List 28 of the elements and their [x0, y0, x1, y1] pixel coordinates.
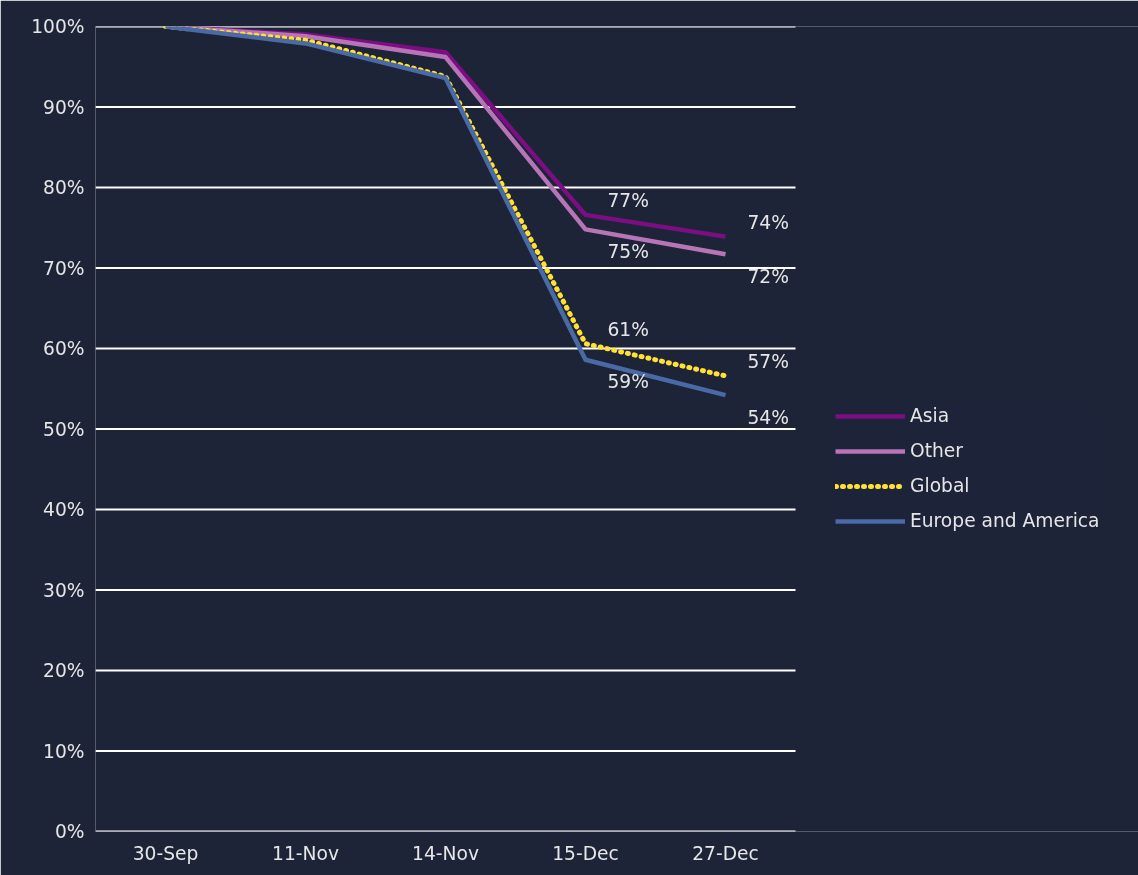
x-tick-label: 14-Nov	[412, 842, 479, 864]
x-tick-label: 30-Sep	[132, 842, 199, 864]
data-label: 72%	[747, 265, 789, 287]
y-tick-label: 10%	[43, 740, 85, 762]
y-tick-label: 70%	[43, 257, 85, 279]
x-tick-label: 11-Nov	[272, 842, 339, 864]
legend-label: Europe and America	[910, 510, 1100, 531]
x-tick-label: 15-Dec	[552, 842, 619, 864]
y-tick-label: 100%	[31, 16, 85, 37]
legend-label: Global	[910, 475, 970, 496]
data-label: 77%	[607, 189, 649, 211]
data-label: 57%	[747, 350, 789, 372]
y-tick-label: 40%	[43, 499, 85, 520]
legend-label: Asia	[910, 405, 950, 426]
y-tick-label: 60%	[43, 338, 85, 359]
legend-label: Other	[910, 440, 963, 461]
y-tick-label: 30%	[43, 579, 85, 601]
data-label: 54%	[747, 406, 789, 428]
y-tick-label: 20%	[43, 660, 85, 681]
y-tick-label: 90%	[43, 96, 85, 118]
x-tick-label: 27-Dec	[692, 842, 759, 864]
y-tick-label: 50%	[43, 418, 85, 440]
data-label: 61%	[607, 318, 649, 340]
y-tick-label: 80%	[43, 177, 85, 198]
y-tick-label: 0%	[54, 821, 85, 842]
data-label: 75%	[607, 240, 649, 262]
data-label: 74%	[747, 211, 789, 233]
data-label: 59%	[607, 371, 649, 393]
